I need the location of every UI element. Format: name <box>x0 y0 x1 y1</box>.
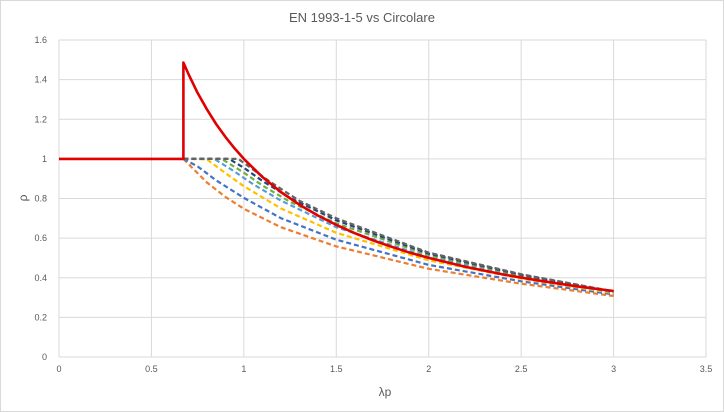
x-tick-label: 0 <box>56 364 61 374</box>
main-series-line <box>59 61 614 293</box>
y-tick-label: 0.4 <box>34 273 47 283</box>
dashed-series-line-4 <box>183 157 614 294</box>
dashed-series-line-6 <box>183 157 614 293</box>
dashed-series-line-7 <box>183 157 614 293</box>
chart-title: EN 1993-1-5 vs Circolare <box>289 10 435 25</box>
dashed-series-line-1 <box>182 158 614 298</box>
y-tick-label: 0.8 <box>34 194 47 204</box>
x-tick-label: 3.5 <box>700 364 713 374</box>
y-tick-label: 0.2 <box>34 312 47 322</box>
x-tick-label: 1 <box>241 364 246 374</box>
y-tick-label: 1.6 <box>34 35 47 45</box>
x-tick-label: 1.5 <box>330 364 343 374</box>
grid-layer <box>58 39 707 358</box>
y-tick-label: 1.2 <box>34 114 47 124</box>
x-axis-label: λp <box>379 385 392 399</box>
dashed-series-line-2 <box>182 157 614 296</box>
dashed-series-layer <box>182 157 614 298</box>
y-tick-label: 1.4 <box>34 75 47 85</box>
y-axis-label: ρ <box>16 194 30 201</box>
dashed-series-line-5 <box>183 157 614 293</box>
x-tick-label: 0.5 <box>145 364 158 374</box>
y-tick-label: 0.6 <box>34 233 47 243</box>
dashed-series-line-3 <box>183 157 614 295</box>
y-tick-label: 1 <box>42 154 47 164</box>
main-series-layer <box>59 61 614 293</box>
tick-layer: 0 0.5 1 1.5 2 2.5 3 3.5 0 0.2 0.4 0.6 0.8 1 1.2 1.4 1.6 <box>34 35 712 374</box>
x-tick-label: 3 <box>611 364 616 374</box>
y-tick-label: 0 <box>42 352 47 362</box>
x-tick-label: 2 <box>426 364 431 374</box>
x-tick-label: 2.5 <box>515 364 528 374</box>
